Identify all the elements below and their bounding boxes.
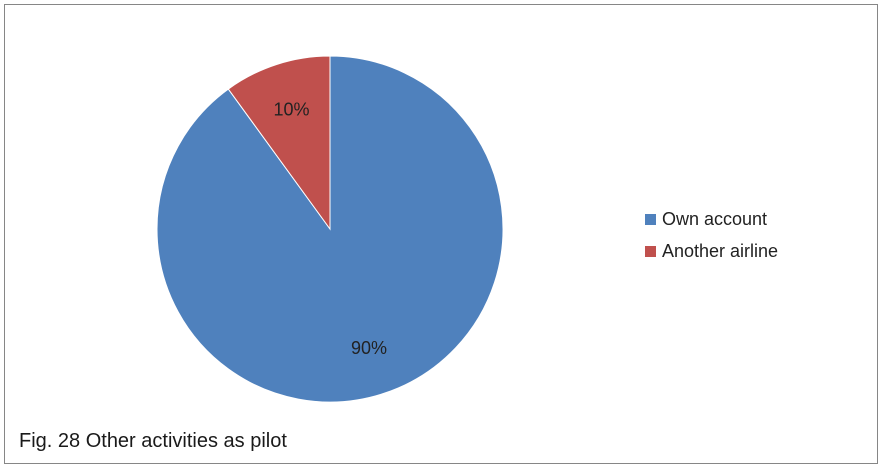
legend-label-another-airline: Another airline — [662, 240, 779, 261]
legend: Own account Another airline — [645, 203, 778, 267]
legend-item-own-account: Own account — [645, 203, 778, 235]
legend-item-another-airline: Another airline — [645, 235, 778, 267]
pie-chart: 90% 10% — [156, 55, 504, 403]
pie-slice-another-airline — [227, 55, 331, 231]
data-label-own-account: 90% — [351, 338, 387, 358]
figure-caption: Fig. 28 Other activities as pilot — [19, 430, 287, 452]
legend-swatch-own-account — [645, 213, 656, 225]
data-label-another-airline: 10% — [273, 99, 309, 119]
legend-swatch-another-airline — [645, 245, 656, 257]
legend-label-own-account: Own account — [662, 208, 768, 229]
chart-frame: 90% 10% Own account Another airline Fig. … — [4, 4, 878, 464]
